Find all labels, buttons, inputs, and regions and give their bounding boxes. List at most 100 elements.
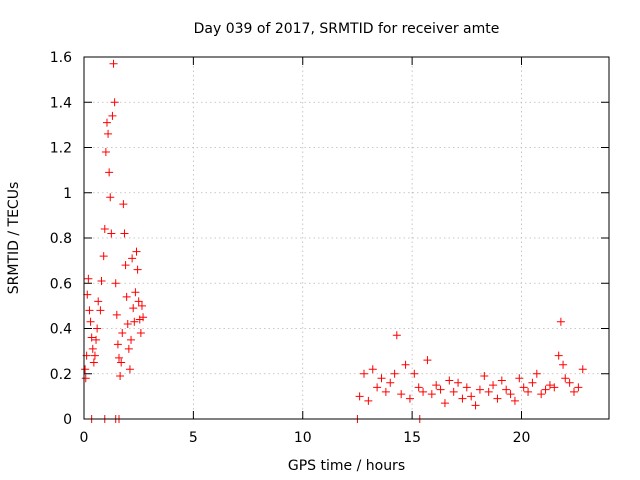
chart-title: Day 039 of 2017, SRMTID for receiver amt… [194, 21, 500, 37]
data-point [81, 374, 90, 383]
y-tick-label: 1.2 [50, 141, 72, 157]
y-tick-label: 0 [63, 412, 72, 428]
data-point [131, 288, 140, 297]
data-point [436, 385, 445, 394]
y-tick-label: 1 [63, 186, 72, 202]
data-point [121, 261, 130, 270]
data-point [419, 387, 428, 396]
data-point [545, 381, 554, 390]
data-point [130, 317, 139, 326]
data-point [484, 387, 493, 396]
data-point [97, 276, 106, 285]
y-tick-label: 0.2 [50, 367, 72, 383]
data-point [81, 365, 90, 374]
data-point [445, 376, 454, 385]
data-point [92, 335, 101, 344]
data-point [506, 390, 515, 399]
data-point [519, 383, 528, 392]
y-tick-label: 1.4 [50, 95, 72, 111]
data-point [109, 59, 118, 68]
data-point [373, 383, 382, 392]
data-point [108, 111, 117, 120]
data-point [110, 98, 119, 107]
x-tick-label: 5 [189, 430, 198, 446]
data-point [122, 292, 131, 301]
x-tick-label: 10 [294, 430, 312, 446]
data-point [427, 390, 436, 399]
data-point [381, 387, 390, 396]
data-point [112, 310, 121, 319]
data-point [120, 229, 129, 238]
data-point [90, 351, 99, 360]
data-point [392, 331, 401, 340]
data-point [89, 358, 98, 367]
data-point [493, 394, 502, 403]
data-point [440, 399, 449, 408]
data-point [125, 365, 134, 374]
data-point [401, 360, 410, 369]
data-point [127, 335, 136, 344]
data-point [88, 344, 97, 353]
data-point [104, 129, 113, 138]
data-points [81, 59, 587, 423]
data-point [111, 279, 120, 288]
data-point [84, 274, 93, 283]
data-point [410, 369, 419, 378]
data-point [115, 353, 123, 362]
data-point [480, 372, 489, 381]
data-point [475, 385, 484, 394]
y-tick-label: 0.8 [50, 231, 72, 247]
data-point [556, 317, 565, 326]
data-point [93, 324, 102, 333]
data-point [96, 306, 105, 315]
data-point [414, 383, 423, 392]
grid [84, 57, 609, 419]
data-point [129, 304, 138, 313]
data-point [561, 374, 570, 383]
data-point [423, 356, 432, 365]
data-point [390, 369, 399, 378]
data-point [124, 344, 133, 353]
data-point [123, 319, 132, 328]
x-axis-title: GPS time / hours [288, 458, 405, 474]
data-point [432, 381, 441, 390]
x-tick-label: 20 [513, 430, 531, 446]
data-point [102, 118, 111, 127]
data-point [458, 394, 467, 403]
data-point [137, 301, 146, 310]
data-point [128, 254, 137, 263]
axis-ticks: 0 5 10 15 20 0 0.2 0.4 0.6 0.8 1 1.2 1.4 1.6 [50, 50, 609, 446]
data-point [405, 394, 414, 403]
data-point [101, 148, 110, 157]
data-point [134, 297, 143, 306]
data-point [550, 383, 559, 392]
data-point [107, 229, 116, 238]
data-point [541, 385, 550, 394]
data-point [355, 392, 364, 401]
data-point [532, 369, 541, 378]
data-point [368, 365, 377, 374]
data-point [132, 247, 141, 256]
y-tick-label: 1.6 [50, 50, 72, 66]
data-point [100, 224, 109, 233]
data-point [467, 392, 476, 401]
data-point [94, 297, 103, 306]
data-point [99, 252, 108, 261]
data-point [570, 387, 578, 396]
data-point [528, 378, 537, 387]
data-point [559, 360, 568, 369]
plot-frame [83, 56, 610, 420]
data-point [497, 376, 506, 385]
data-point [119, 200, 128, 209]
data-point [449, 387, 458, 396]
data-point [364, 396, 373, 405]
data-point [386, 378, 395, 387]
y-tick-label: 0.4 [50, 322, 72, 338]
data-point [113, 340, 122, 349]
data-point [471, 401, 480, 410]
data-point [578, 365, 587, 374]
data-point [85, 306, 94, 315]
data-point [118, 329, 127, 338]
